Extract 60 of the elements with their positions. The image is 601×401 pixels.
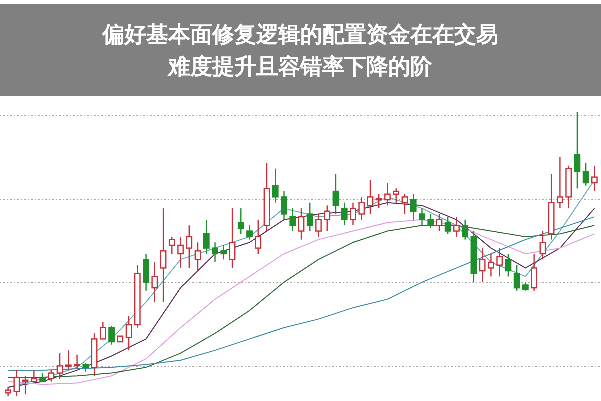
candlestick (126, 316, 132, 352)
title-banner: 偏好基本面修复逻辑的配置资金在在交易难度提升且容错率下降的阶 (0, 4, 601, 96)
candlestick (255, 219, 262, 255)
candlestick (479, 248, 486, 283)
candlestick (428, 214, 434, 230)
candlestick (531, 253, 538, 292)
candlestick (384, 182, 391, 206)
candlestick (168, 236, 176, 255)
candlestick (505, 253, 512, 278)
candlestick (444, 216, 452, 235)
candlestick (462, 219, 469, 240)
candlestick (496, 248, 504, 278)
candlestick (557, 156, 564, 210)
candlestick (290, 208, 296, 232)
candlestick (143, 253, 150, 292)
candlestick (367, 180, 374, 215)
candlestick (203, 219, 210, 255)
candlestick (376, 194, 382, 210)
candlestick (186, 225, 193, 269)
candlestick (402, 194, 408, 215)
candlestick (350, 202, 356, 226)
candlestick (436, 214, 443, 232)
candlestick (298, 208, 305, 240)
candlestick (74, 354, 80, 370)
chart-title: 偏好基本面修复逻辑的配置资金在在交易难度提升且容错率下降的阶 (102, 22, 498, 80)
candlestick (30, 370, 38, 382)
candlestick (152, 262, 158, 303)
candlestick (332, 174, 340, 215)
candlestick (56, 352, 64, 380)
candlestick (582, 162, 590, 186)
candlestick (108, 326, 115, 346)
candlestick (410, 194, 417, 221)
candlestick (100, 322, 106, 340)
candlestick (22, 376, 29, 396)
candlestick (454, 216, 460, 238)
candlestick (324, 205, 331, 232)
candlestick (229, 208, 236, 269)
candlestick (272, 168, 279, 204)
candlestick (212, 242, 218, 264)
candlestick (306, 202, 314, 232)
candlestick (592, 165, 598, 192)
candlestick (65, 350, 72, 372)
candlestick (393, 188, 400, 204)
candlestick (48, 370, 55, 382)
candlestick (514, 264, 520, 292)
candlestick (358, 196, 366, 221)
candlestick (281, 190, 288, 221)
candlestick (160, 208, 167, 303)
candlestick (419, 208, 426, 226)
candlestick (488, 253, 494, 278)
candlestick (341, 202, 348, 226)
candlestick (14, 370, 20, 397)
candlestick (178, 236, 184, 269)
candlestick (574, 111, 581, 190)
candlestick (238, 208, 244, 235)
candlestick (540, 230, 546, 260)
candlestick (246, 225, 253, 240)
candlestick (194, 242, 202, 272)
candlestick (316, 214, 322, 238)
candlestick (220, 244, 228, 260)
